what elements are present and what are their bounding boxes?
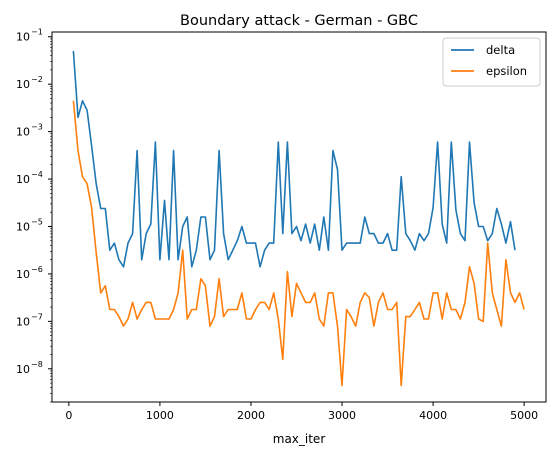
plot-area xyxy=(52,32,546,402)
y-tick-label: 10 xyxy=(16,126,30,139)
y-tick-exponent: −8 xyxy=(31,360,43,369)
x-axis-label: max_iter xyxy=(273,432,326,446)
y-tick-exponent: −7 xyxy=(31,312,43,321)
series-layer xyxy=(72,50,525,387)
y-tick-label: 10 xyxy=(16,363,30,376)
plot-frame xyxy=(51,31,547,403)
series-line-epsilon xyxy=(72,100,525,387)
chart-title: Boundary attack - German - GBC xyxy=(180,13,418,29)
y-tick-exponent: −1 xyxy=(31,28,43,37)
x-tick-label: 1000 xyxy=(146,409,174,422)
legend: delta epsilon xyxy=(442,37,541,87)
legend-label-delta: delta xyxy=(486,43,515,57)
x-tick-label: 2000 xyxy=(237,409,265,422)
x-axis: 0 1000 2000 3000 4000 5000 xyxy=(65,402,538,422)
legend-label-epsilon: epsilon xyxy=(486,64,527,78)
x-tick-label: 5000 xyxy=(510,409,538,422)
plot-background xyxy=(52,32,546,402)
y-tick-exponent: −2 xyxy=(31,75,43,84)
y-tick-label: 10 xyxy=(16,173,30,186)
y-tick-exponent: −4 xyxy=(31,170,43,179)
y-tick-label: 10 xyxy=(16,31,30,44)
x-tick-label: 0 xyxy=(65,409,72,422)
y-tick-exponent: −5 xyxy=(31,217,43,226)
y-tick-label: 10 xyxy=(16,220,30,233)
y-tick-label: 10 xyxy=(16,315,30,328)
series-line-delta xyxy=(72,50,516,268)
y-tick-exponent: −6 xyxy=(31,265,43,274)
y-tick-exponent: −3 xyxy=(31,123,43,132)
y-tick-label: 10 xyxy=(16,78,30,91)
x-tick-label: 4000 xyxy=(419,409,447,422)
y-tick-label: 10 xyxy=(16,268,30,281)
x-tick-label: 3000 xyxy=(328,409,356,422)
